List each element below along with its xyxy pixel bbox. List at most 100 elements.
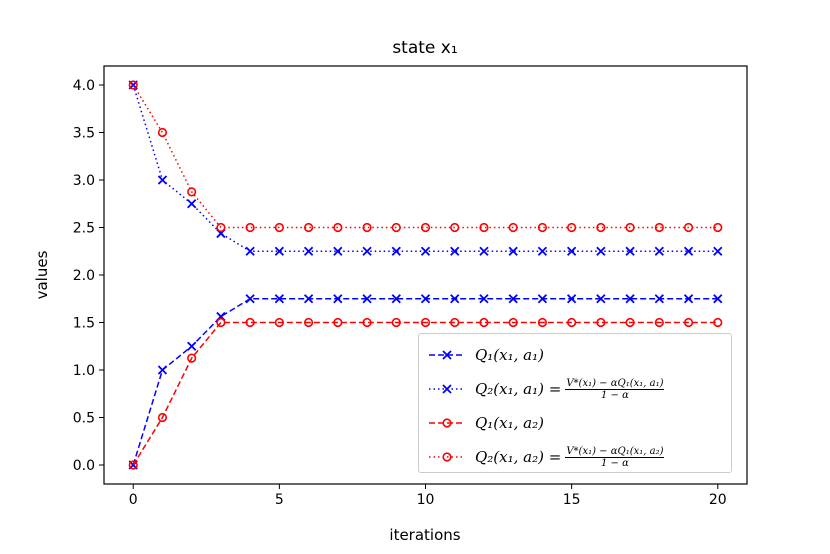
data-point [391,317,401,328]
data-point [508,246,518,256]
series-2 [128,317,723,470]
data-point [274,246,285,256]
data-point [187,341,197,351]
x-tick-label: 5 [275,492,284,508]
data-point [420,317,431,328]
x-tick-label: 20 [709,492,727,508]
legend-swatch [429,452,465,462]
data-point [479,222,489,233]
legend-label: Q₂(x₁, a₂) = V*(x₁) − αQ₁(x₁, a₂) 1 − α [475,446,665,469]
legend-label: Q₁(x₁, a₁) [475,346,544,364]
data-point [157,175,168,185]
plot-frame [103,65,748,485]
data-point [303,317,314,328]
data-point [333,294,343,304]
legend-swatch [429,384,465,394]
x-tick-label: 15 [563,492,581,508]
data-point [537,222,548,233]
legend-label-text: Q₁(x₁, a₂) [475,414,544,432]
data-point [128,80,138,90]
data-point [362,317,372,328]
data-point [245,246,255,256]
legend-entry: Q₂(x₁, a₁) = V*(x₁) − αQ₁(x₁, a₁) 1 − α [427,374,665,404]
data-point [362,222,372,233]
data-point [596,294,606,304]
data-point [537,246,548,256]
data-point [274,294,285,304]
data-point [420,222,431,233]
legend-entry: Q₁(x₁, a₂) [427,408,544,438]
data-point [713,222,723,233]
legend-label-text: Q₂(x₁, a₂) = [475,448,562,466]
legend-swatch [429,350,465,360]
legend-marker [442,350,452,360]
series-line [132,84,718,229]
data-point [450,294,460,304]
legend-label: Q₂(x₁, a₁) = V*(x₁) − αQ₁(x₁, a₁) 1 − α [475,377,665,401]
legend-label-text: Q₂(x₁, a₁) = [475,380,562,398]
data-point [187,353,197,363]
legend-entry: Q₁(x₁, a₁) [427,340,544,370]
data-point [420,246,431,256]
y-axis-label: values [33,250,51,299]
y-tick-label: 2.0 [73,268,95,284]
y-tick-label: 1.5 [73,316,95,332]
data-point [625,246,635,256]
data-point [713,246,723,256]
legend-label: Q₁(x₁, a₂) [475,414,544,432]
fraction-denominator: 1 − α [600,389,629,401]
y-tick-label: 4.0 [73,78,95,94]
data-point [713,294,723,304]
data-point [333,222,343,233]
data-point [537,294,548,304]
data-point [683,246,694,256]
series-line [132,84,718,252]
x-axis-label: iterations [389,526,460,544]
data-point [128,460,138,470]
data-point [479,317,489,328]
data-point [596,246,606,256]
legend: Q₁(x₁, a₁) Q₂(x₁, a₁) = V*(x₁) − αQ₁(x₁, a… [418,333,732,473]
data-point [450,246,460,256]
data-point [683,317,694,328]
data-point [508,317,518,328]
series-3 [128,80,723,233]
data-point [391,246,401,256]
data-point [508,222,518,233]
data-point [508,294,518,304]
legend-label-text: Q₁(x₁, a₁) [475,346,544,364]
series-line [132,321,718,466]
data-point [362,294,372,304]
data-point [625,222,635,233]
data-point [303,222,314,233]
data-point [683,222,694,233]
legend-marker [442,452,452,462]
y-tick-label: 3.5 [73,126,95,142]
data-point [333,246,343,256]
data-point [391,222,401,233]
data-point [537,317,548,328]
y-tick-label: 3.0 [73,173,95,189]
data-point [216,317,226,328]
legend-fraction: V*(x₁) − αQ₁(x₁, a₂) 1 − α [565,446,665,469]
data-point [683,294,694,304]
chart-title: state x₁ [392,38,457,58]
data-point [654,246,664,256]
data-point [303,294,314,304]
legend-entry: Q₂(x₁, a₂) = V*(x₁) − αQ₁(x₁, a₂) 1 − α [427,442,665,472]
data-point [654,317,664,328]
y-tick-label: 0.5 [73,411,95,427]
y-tick-label: 2.5 [73,221,95,237]
data-point [479,294,489,304]
data-point [596,317,606,328]
data-point [245,317,255,328]
data-point [245,222,255,233]
fraction-numerator: V*(x₁) − αQ₁(x₁, a₁) [565,377,665,390]
data-point [362,246,372,256]
legend-marker [442,384,452,394]
data-point [596,222,606,233]
y-tick-label: 0.0 [73,458,95,474]
data-point [274,222,284,233]
